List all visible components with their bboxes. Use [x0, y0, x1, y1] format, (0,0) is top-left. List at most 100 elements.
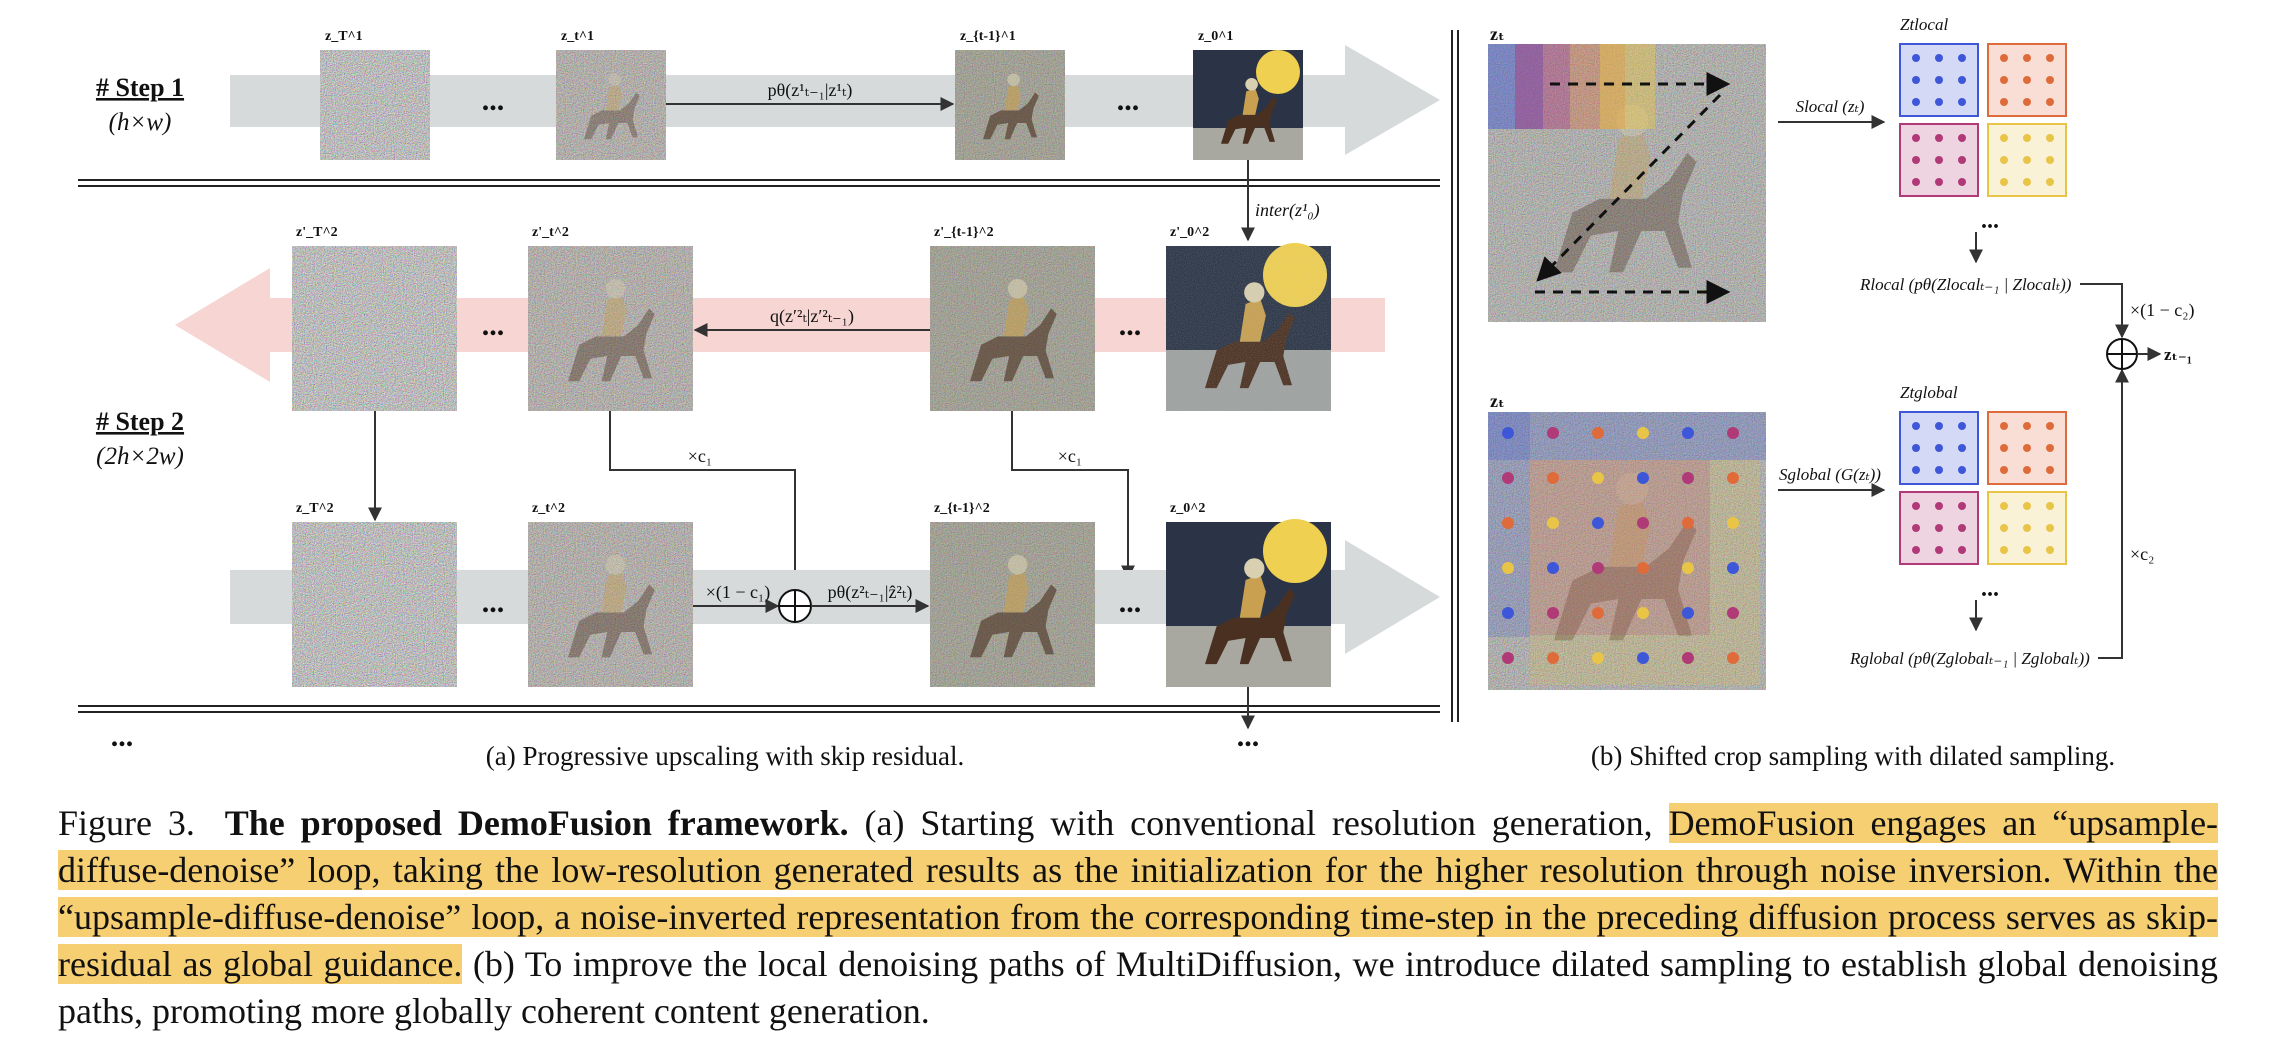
crop-cell-purple [1899, 491, 1979, 565]
op-p-step1: pθ(z¹ₜ₋₁|z¹ₜ) [768, 80, 853, 101]
dilated-dot [1502, 472, 1514, 484]
op-q-step: q(z′²ₜ|z′²ₜ₋₁) [770, 306, 854, 327]
crop-cell-yellow [1987, 123, 2067, 197]
skip-residual-1: ×c₁ [609, 411, 802, 587]
label-zpt2: z'_t^2 [532, 225, 569, 240]
panel-a-caption: (a) Progressive upscaling with skip resi… [486, 741, 964, 771]
local-crop-grid [1899, 43, 2067, 197]
step2-title: # Step 2 [96, 407, 184, 436]
caption-text-before: (a) Starting with conventional resolutio… [864, 803, 1653, 843]
ellipsis-bottom-left: ... [111, 720, 134, 753]
dilated-dot [1727, 562, 1739, 574]
dilated-dot [1637, 427, 1649, 439]
ellipsis-r3a: ... [482, 586, 505, 619]
arrow-p-step2: pθ(z²ₜ₋₁|ẑ²ₜ) [811, 582, 930, 613]
combine-paths: ×(1 − c₂) ×c₂ zₜ₋₁ [2080, 283, 2195, 659]
label-zpT2: z'_T^2 [296, 225, 338, 240]
ellipsis-r2b: ... [1119, 309, 1142, 342]
row2-image-zt [528, 246, 693, 411]
dilated-dot [1502, 562, 1514, 574]
dilated-dot [1637, 652, 1649, 664]
label-zt1: z_t^1 [561, 29, 594, 44]
step1-title: # Step 1 [96, 73, 184, 102]
label-zT2: z_T^2 [296, 501, 334, 516]
dilated-dot [1547, 472, 1559, 484]
op-1-minus-c1: ×(1 − c₁) [706, 582, 771, 603]
dilated-dot [1547, 427, 1559, 439]
op-inter: inter(z¹₀) [1255, 200, 1320, 221]
row3-image-zt [528, 522, 693, 687]
op-c1-a: ×c₁ [688, 446, 712, 466]
global-crop-grid [1899, 411, 2067, 565]
label-z0-1: z_0^1 [1198, 29, 1233, 44]
crop-cell-blue [1899, 43, 1979, 117]
dilated-dot [1502, 427, 1514, 439]
op-sglobal: Sglobal (G(zₜ)) [1779, 465, 1881, 484]
ellipsis-r3b: ... [1119, 586, 1142, 619]
op-1-minus-c2: ×(1 − c₂) [2130, 300, 2195, 321]
arrow-slocal: Slocal (zₜ) [1778, 97, 1886, 129]
dilated-dot [1592, 427, 1604, 439]
op-c1-b: ×c₁ [1058, 446, 1082, 466]
row2-image-z0 [1166, 243, 1331, 411]
step2-size: (2h×2w) [96, 443, 184, 470]
arrow-q-step: q(z′²ₜ|z′²ₜ₋₁) [693, 306, 930, 337]
result-rglobal: Rglobal (pθ(Zglobalₜ₋₁ | Zglobalₜ)) [1849, 649, 2090, 668]
dilated-dot [1637, 607, 1649, 619]
caption-title: The proposed DemoFusion framework. [224, 803, 849, 843]
dilated-dot [1682, 427, 1694, 439]
crop-cell-blue [1899, 411, 1979, 485]
crop-cell-red [1987, 411, 2067, 485]
oplus-a [778, 589, 812, 623]
dilated-dot [1727, 652, 1739, 664]
row1-image-zt1 [955, 50, 1065, 160]
label-ztlocal: Ztlocal [1900, 15, 1948, 34]
figure-caption: Figure 3. The proposed DemoFusion framew… [58, 800, 2219, 1035]
caption-text-after: (b) To improve the local denoising paths… [58, 944, 2218, 1031]
dilated-dot [1682, 562, 1694, 574]
row1-image-z0 [1193, 50, 1303, 160]
dilated-dot [1547, 652, 1559, 664]
ellipsis-bottom-mid: ... [1237, 720, 1260, 753]
dilated-dot [1727, 607, 1739, 619]
ellipsis-r1a: ... [482, 84, 505, 117]
dilated-dot [1682, 652, 1694, 664]
dilated-dot [1502, 607, 1514, 619]
dilated-dot [1727, 472, 1739, 484]
panel-b: zₜ Slocal (zₜ) Ztlocal ... Rlocal (pθ(Zl… [1488, 15, 2195, 771]
output-zt-1: zₜ₋₁ [2164, 345, 2192, 364]
dilated-dot [1682, 517, 1694, 529]
dilated-dot [1502, 517, 1514, 529]
figure-diagram: # Step 1 (h×w) z_T^1 z_t^1 z_{t-1}^1 [78, 15, 2195, 771]
op-p-step2: pθ(z²ₜ₋₁|ẑ²ₜ) [828, 582, 913, 603]
dilated-dot [1727, 517, 1739, 529]
row2-image-zT [292, 246, 457, 411]
crop-cell-purple [1899, 123, 1979, 197]
row3-image-zt1 [930, 522, 1095, 687]
crop-cell-red [1987, 43, 2067, 117]
dilated-dot [1727, 427, 1739, 439]
caption-figure-label: Figure 3. [58, 803, 195, 843]
op-slocal: Slocal (zₜ) [1796, 97, 1865, 116]
dilated-dot [1592, 607, 1604, 619]
arrow-p-step1: pθ(z¹ₜ₋₁|z¹ₜ) [666, 80, 955, 111]
ellipsis-local: ... [1981, 208, 1999, 234]
step2-label: # Step 2 (2h×2w) [96, 407, 184, 470]
panel-b-caption: (b) Shifted crop sampling with dilated s… [1591, 741, 2115, 771]
latent-bottom [1488, 412, 1766, 690]
ellipsis-r2a: ... [482, 309, 505, 342]
dilated-dot [1682, 472, 1694, 484]
dilated-dot [1592, 517, 1604, 529]
dilated-dot [1592, 562, 1604, 574]
label-zt-1-1: z_{t-1}^1 [960, 29, 1016, 44]
dilated-dot [1547, 607, 1559, 619]
row1-image-zt [556, 50, 666, 160]
step1-label: # Step 1 (h×w) [96, 73, 184, 136]
dilated-dot [1502, 652, 1514, 664]
label-zt-1-2: z_{t-1}^2 [934, 501, 990, 516]
row3-image-zT [292, 522, 457, 687]
dilated-dot [1637, 472, 1649, 484]
dilated-dot [1682, 607, 1694, 619]
arrow-inter: inter(z¹₀) [1241, 160, 1320, 242]
dilated-dot [1637, 562, 1649, 574]
